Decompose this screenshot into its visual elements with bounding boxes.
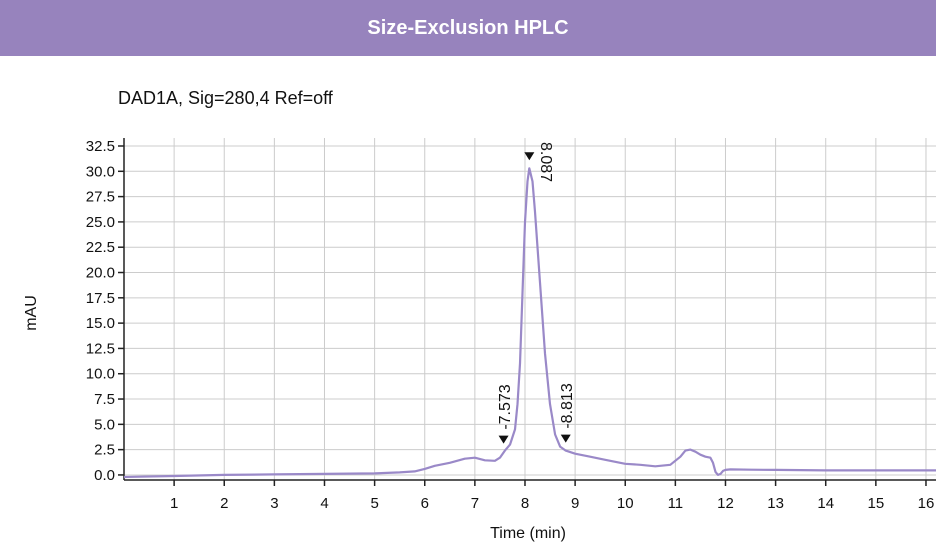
x-tick-label: 3: [270, 495, 278, 512]
x-tick-label: 4: [320, 495, 328, 512]
y-tick-label: 22.5: [86, 239, 115, 256]
y-tick-label: 7.5: [94, 391, 115, 408]
x-axis-ticks: 1 2 3 4 5 6 7 8 9 10 11 12 13 14 15 16: [170, 480, 934, 512]
x-tick-label: 10: [617, 495, 634, 512]
peak-label: 8.087: [537, 142, 554, 182]
x-tick-label: 2: [220, 495, 228, 512]
y-tick-label: 20.0: [86, 265, 115, 282]
y-tick-label: 5.0: [94, 416, 115, 433]
chart-title-banner: Size-Exclusion HPLC: [0, 0, 936, 56]
x-tick-label: 5: [370, 495, 378, 512]
y-tick-label: 0.0: [94, 467, 115, 484]
peak-marker: [524, 152, 535, 161]
x-tick-label: 14: [817, 495, 834, 512]
chart-title: Size-Exclusion HPLC: [367, 16, 569, 39]
y-tick-label: 27.5: [86, 189, 115, 206]
x-tick-label: 6: [421, 495, 429, 512]
chromatogram-trace: [123, 167, 936, 479]
y-tick-label: 25.0: [86, 214, 115, 231]
axes: [123, 138, 936, 481]
y-tick-label: 10.0: [86, 366, 115, 383]
x-tick-label: 12: [717, 495, 734, 512]
x-axis-label: Time (min): [490, 525, 566, 542]
y-tick-label: 17.5: [86, 290, 115, 307]
x-tick-label: 15: [868, 495, 885, 512]
peak-label: -7.573: [497, 384, 514, 429]
grid-lines: [124, 138, 936, 480]
peak-marker: [498, 435, 509, 444]
x-tick-label: 1: [170, 495, 178, 512]
x-tick-label: 9: [571, 495, 579, 512]
x-tick-label: 13: [767, 495, 784, 512]
y-tick-label: 2.5: [94, 442, 115, 459]
peak-marker: [560, 434, 571, 443]
x-tick-label: 7: [471, 495, 479, 512]
y-axis-label: mAU: [23, 295, 40, 331]
peak-annotations: 8.087 -7.573 -8.813: [497, 142, 576, 444]
y-tick-label: 30.0: [86, 163, 115, 180]
y-tick-label: 12.5: [86, 340, 115, 357]
x-tick-label: 11: [668, 495, 684, 512]
x-tick-label: 8: [521, 495, 529, 512]
y-tick-label: 15.0: [86, 315, 115, 332]
chart-subtitle: DAD1A, Sig=280,4 Ref=off: [118, 88, 333, 108]
y-tick-label: 32.5: [86, 138, 115, 155]
peak-label: -8.813: [559, 383, 576, 428]
y-axis-ticks: 0.0 2.5 5.0 7.5 10.0 12.5 15.0 17.5 20.0 22.5 25.0…: [86, 138, 124, 484]
x-tick-label: 16: [918, 495, 935, 512]
